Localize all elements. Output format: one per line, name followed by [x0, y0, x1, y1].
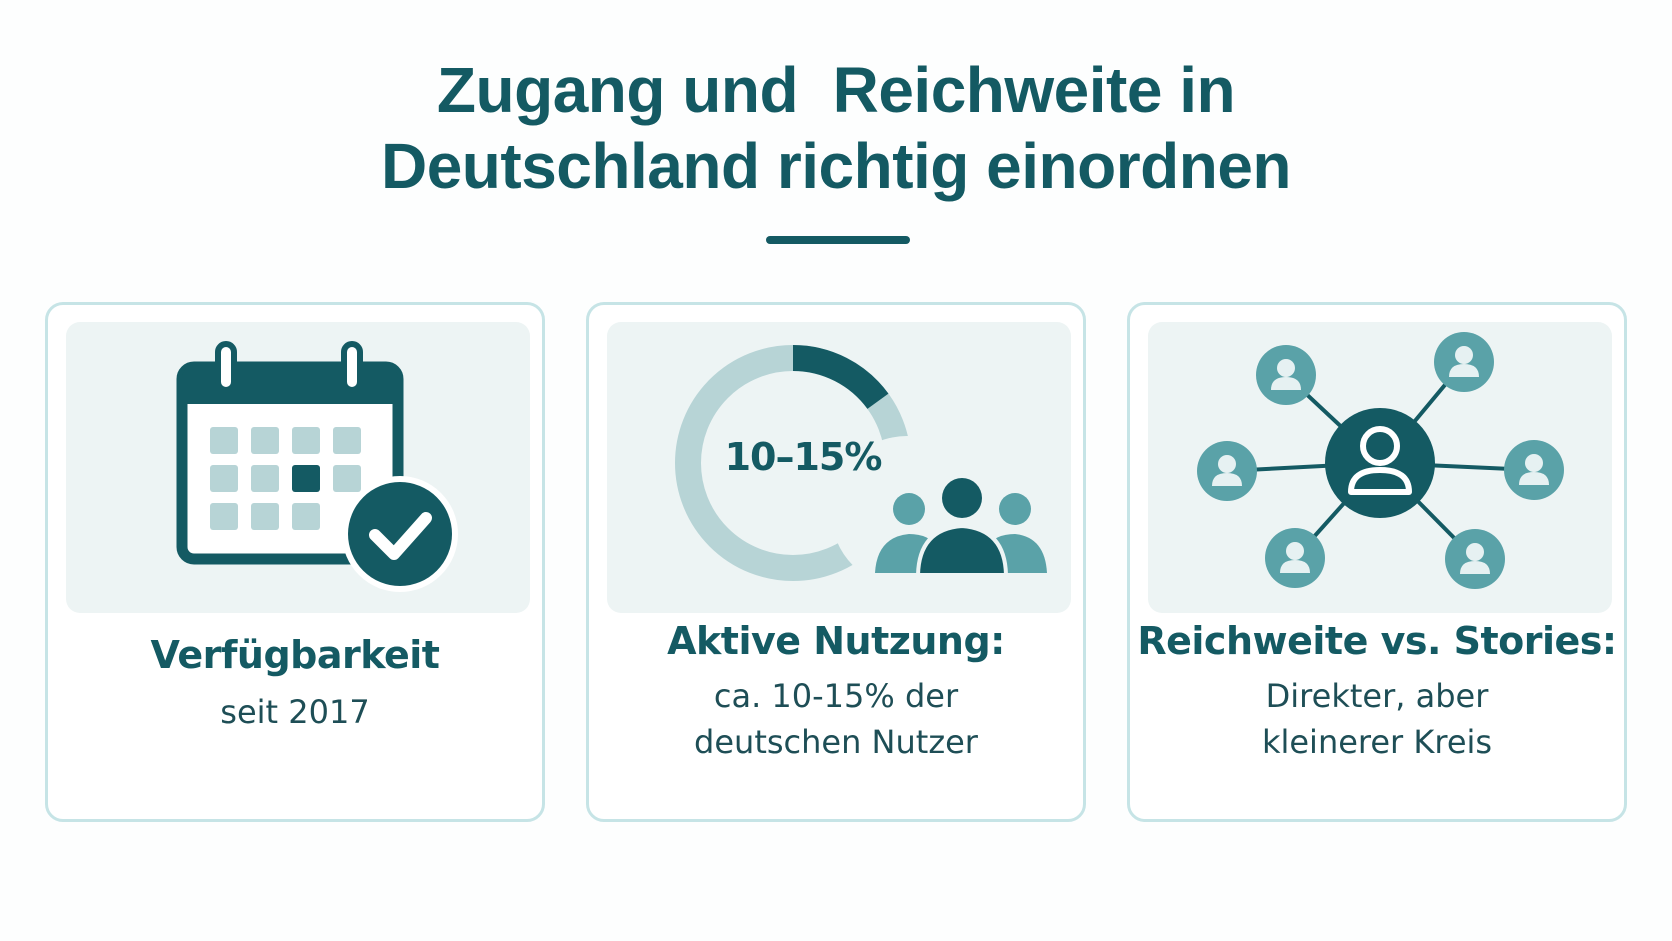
donut-segment: [792, 345, 889, 410]
donut-value-label: 10–15%: [724, 435, 883, 479]
card-reach-illustration: [1148, 322, 1612, 613]
card-availability-text-line-1: seit 2017: [220, 693, 370, 731]
card-active-usage-text-line-1: ca. 10-15% der: [713, 677, 959, 715]
card-availability-text: seit 2017: [48, 689, 542, 735]
network-node-person-icon: [1434, 332, 1494, 392]
network-node-person-icon: [1265, 528, 1325, 588]
network-node-person-icon: [1445, 529, 1505, 589]
network-people-icon: [1197, 332, 1564, 589]
page-title: Zugang und Reichweite in Deutschland ric…: [0, 52, 1672, 204]
donut-people-icon: [675, 345, 1047, 588]
card-reach-text: Direkter, aber kleinerer Kreis: [1130, 673, 1624, 765]
card-active-usage: 10–15% Aktive Nutzung: ca. 10-15% der de…: [586, 302, 1086, 822]
card-reach: Reichweite vs. Stories: Direkter, aber k…: [1127, 302, 1627, 822]
network-node-person-icon: [1197, 441, 1257, 501]
card-availability: Verfügbarkeit seit 2017: [45, 302, 545, 822]
network-node-person-icon: [1504, 440, 1564, 500]
card-reach-text-line-1: Direkter, aber: [1265, 677, 1489, 715]
card-active-usage-illustration: 10–15%: [607, 322, 1071, 613]
network-node-person-icon: [1256, 345, 1316, 405]
card-reach-heading: Reichweite vs. Stories:: [1137, 619, 1617, 663]
card-availability-heading: Verfügbarkeit: [150, 633, 440, 677]
card-active-usage-text: ca. 10-15% der deutschen Nutzer: [589, 673, 1083, 765]
card-active-usage-heading: Aktive Nutzung:: [667, 619, 1005, 663]
page-title-line-1: Zugang und Reichweite in: [436, 54, 1236, 126]
card-reach-text-line-2: kleinerer Kreis: [1261, 723, 1493, 761]
calendar-check-icon: [176, 341, 458, 592]
page-title-line-2: Deutschland richtig einordnen: [380, 130, 1292, 202]
title-underline: [766, 236, 910, 244]
card-active-usage-text-line-2: deutschen Nutzer: [694, 723, 978, 761]
card-availability-illustration: [66, 322, 530, 613]
